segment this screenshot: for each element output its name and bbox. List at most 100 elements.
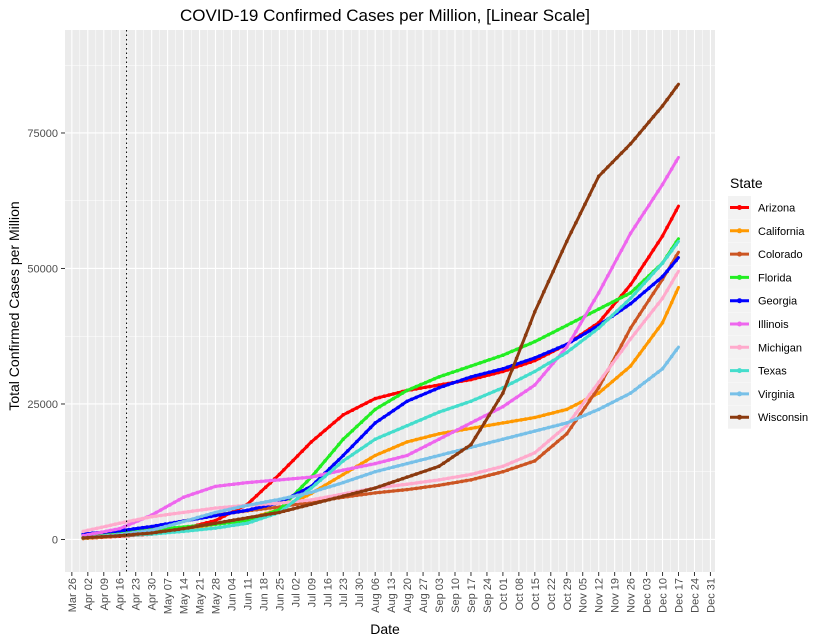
x-tick-label: Dec 31 bbox=[705, 578, 717, 613]
data-point bbox=[441, 482, 446, 487]
data-point bbox=[423, 444, 428, 449]
data-point bbox=[487, 370, 492, 375]
data-point bbox=[259, 479, 263, 484]
data-point bbox=[560, 435, 564, 440]
data-point bbox=[583, 331, 587, 336]
data-point bbox=[637, 294, 642, 298]
data-point bbox=[259, 505, 263, 509]
data-point bbox=[359, 489, 364, 494]
data-point bbox=[647, 286, 651, 291]
data-point bbox=[195, 515, 200, 520]
data-point bbox=[318, 496, 323, 501]
data-point bbox=[254, 506, 259, 510]
data-point bbox=[377, 490, 382, 495]
data-point bbox=[551, 435, 555, 440]
data-point bbox=[615, 156, 619, 160]
data-point bbox=[391, 465, 396, 469]
data-point bbox=[492, 422, 496, 427]
data-point bbox=[268, 506, 273, 510]
data-point bbox=[656, 302, 660, 306]
data-point bbox=[610, 160, 615, 165]
data-point bbox=[346, 479, 350, 483]
data-point bbox=[195, 490, 200, 495]
data-point bbox=[674, 258, 678, 263]
data-point bbox=[222, 505, 227, 510]
data-point bbox=[656, 266, 660, 270]
data-point bbox=[555, 259, 560, 264]
data-point bbox=[355, 490, 359, 495]
data-point bbox=[377, 451, 382, 456]
data-point bbox=[487, 423, 492, 428]
data-point bbox=[501, 469, 505, 474]
data-point bbox=[364, 488, 368, 493]
data-point bbox=[382, 490, 387, 494]
y-axis-title: Total Confirmed Cases per Million bbox=[6, 201, 22, 410]
data-point bbox=[414, 437, 419, 442]
data-point bbox=[241, 522, 245, 526]
data-point bbox=[523, 333, 528, 337]
data-point bbox=[95, 535, 99, 539]
data-point bbox=[637, 217, 642, 222]
data-point bbox=[460, 474, 464, 478]
data-point bbox=[309, 486, 314, 490]
data-point bbox=[533, 310, 537, 314]
data-point bbox=[355, 449, 359, 454]
data-point bbox=[478, 428, 482, 432]
data-point bbox=[327, 424, 332, 429]
data-point bbox=[537, 354, 542, 358]
data-point bbox=[578, 322, 583, 326]
data-point bbox=[523, 454, 528, 459]
data-point bbox=[154, 510, 158, 515]
data-point bbox=[323, 459, 327, 463]
data-point bbox=[364, 416, 368, 420]
data-point bbox=[241, 504, 245, 509]
data-point bbox=[300, 501, 305, 506]
data-point bbox=[387, 481, 391, 486]
data-point bbox=[163, 505, 168, 510]
data-point bbox=[117, 526, 122, 531]
x-tick-label: Jul 16 bbox=[322, 578, 334, 607]
legend-dot bbox=[737, 414, 742, 420]
data-point bbox=[419, 382, 423, 387]
data-point bbox=[441, 452, 446, 457]
y-tick-label: 75000 bbox=[27, 128, 58, 140]
data-point bbox=[414, 384, 419, 389]
data-point bbox=[332, 466, 336, 471]
data-point bbox=[569, 230, 574, 234]
data-point bbox=[382, 402, 387, 406]
data-point bbox=[222, 524, 227, 529]
data-point bbox=[647, 377, 651, 382]
data-point bbox=[569, 321, 574, 325]
data-point bbox=[596, 307, 601, 311]
data-point bbox=[450, 381, 455, 385]
data-point bbox=[168, 503, 172, 507]
data-point bbox=[282, 468, 286, 472]
x-tick-label: Sep 10 bbox=[450, 578, 462, 613]
legend-label: Colorado bbox=[758, 249, 803, 261]
data-point bbox=[377, 395, 382, 400]
data-point bbox=[314, 474, 318, 478]
data-point bbox=[373, 396, 378, 401]
data-point bbox=[309, 440, 314, 444]
data-point bbox=[419, 393, 423, 398]
data-point bbox=[355, 439, 359, 444]
data-point bbox=[487, 473, 492, 478]
data-point bbox=[387, 466, 391, 471]
data-point bbox=[400, 488, 405, 492]
data-point bbox=[277, 472, 282, 477]
data-point bbox=[610, 400, 615, 405]
data-point bbox=[250, 480, 254, 485]
data-point bbox=[460, 449, 464, 453]
data-point bbox=[273, 511, 277, 515]
data-point bbox=[642, 305, 647, 310]
data-point bbox=[569, 419, 574, 423]
data-point bbox=[364, 463, 368, 468]
data-point bbox=[514, 458, 519, 463]
data-point bbox=[172, 522, 177, 526]
data-point bbox=[396, 478, 400, 483]
data-point bbox=[487, 358, 492, 362]
series-florida bbox=[81, 237, 680, 540]
data-point bbox=[277, 478, 282, 482]
data-point bbox=[437, 375, 441, 379]
data-point bbox=[90, 535, 95, 540]
